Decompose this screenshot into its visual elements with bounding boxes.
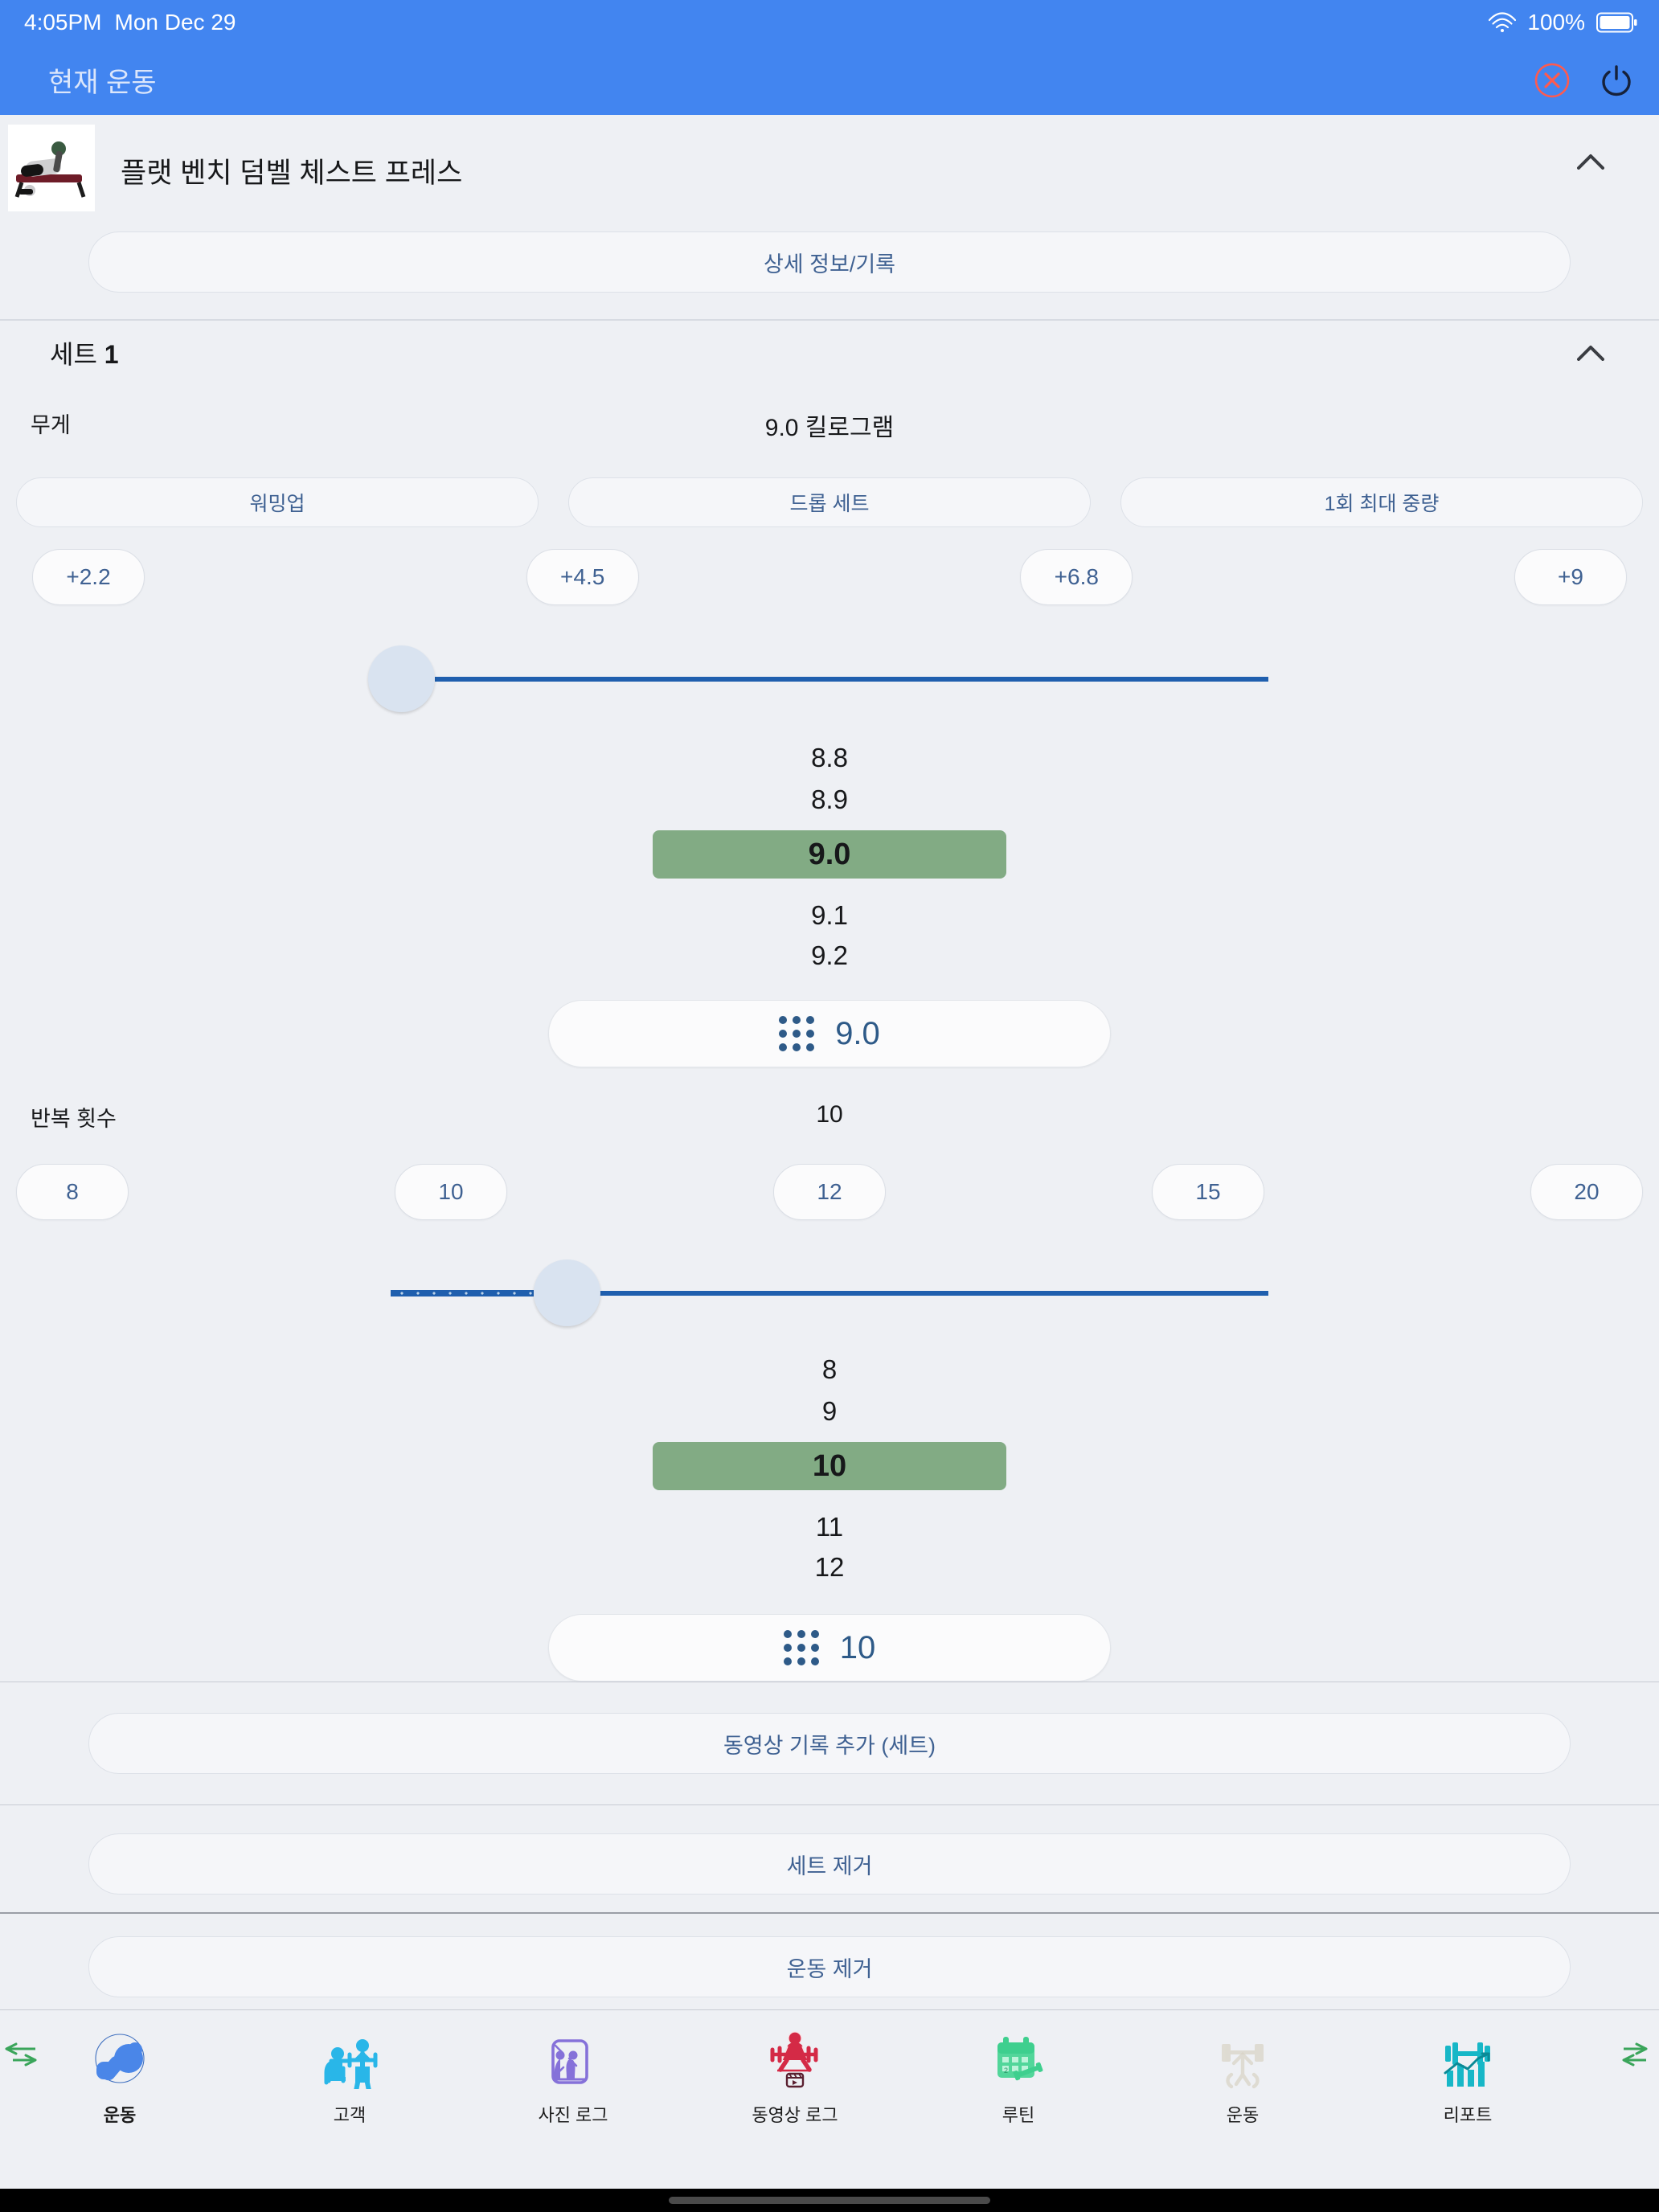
svg-text:2: 2 — [1004, 2067, 1008, 2075]
